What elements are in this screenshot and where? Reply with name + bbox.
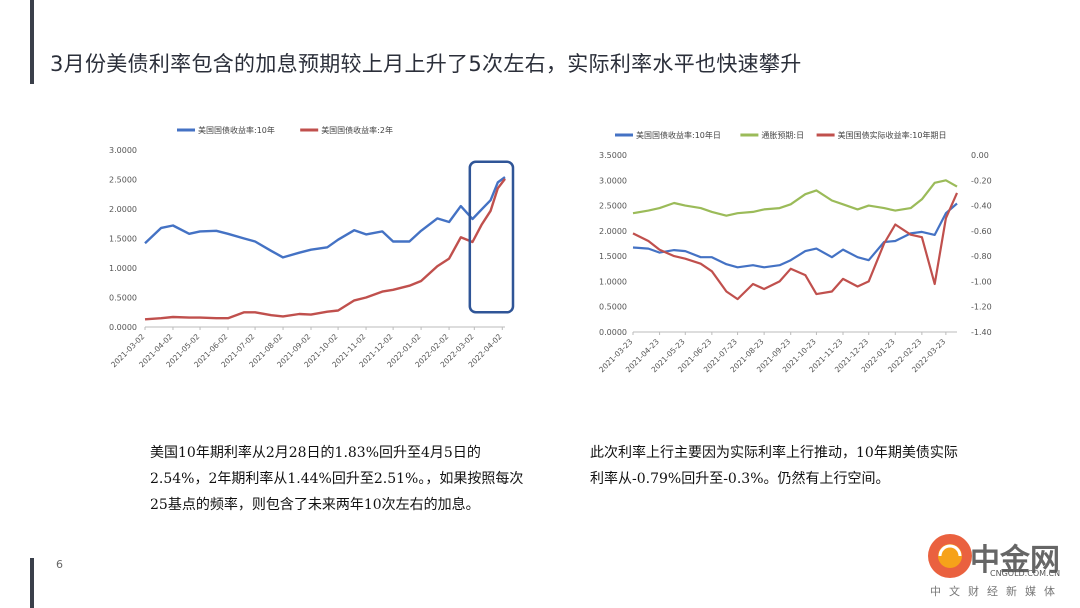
series-line-2	[632, 192, 959, 301]
legend-label-1: 通胀预期:日	[761, 130, 804, 140]
chart1-y-axis: 0.0000 0.5000 1.0000 1.5000 2.0000 2.5000 3.00…	[109, 146, 137, 332]
left-y-tick-label: 3.0000	[599, 176, 627, 185]
chart2-right-y-axis: -1.40 -1.20 -1.00 -0.80 -0.60 -0.40 -0.20 0.00	[971, 151, 992, 337]
chart1-series	[144, 176, 506, 321]
left-y-tick-label: 0.0000	[599, 328, 627, 337]
chart1-annotation	[468, 160, 515, 314]
legend-label-0: 美国国债收益率:10年	[198, 125, 275, 135]
y-tick-label: 2.0000	[109, 205, 137, 214]
left-y-tick-label: 3.5000	[599, 151, 627, 160]
y-tick-label: 3.0000	[109, 146, 137, 155]
watermark-brand: 中金网	[970, 543, 1060, 578]
highlight-box	[468, 160, 515, 314]
chart2-legend: 美国国债收益率:10年日 通胀预期:日 美国国债实际收益率:10年期日	[615, 130, 946, 140]
yield-10y-2y-chart: 美国国债收益率:10年 美国国债收益率:2年 0.0000 0.5000 1.0000…	[109, 125, 515, 369]
y-tick-label: 1.0000	[109, 264, 137, 273]
legend-label-0: 美国国债收益率:10年日	[636, 130, 721, 140]
left-y-tick-label: 1.5000	[599, 252, 627, 261]
y-tick-label: 0.5000	[109, 294, 137, 303]
right-y-tick-label: -0.20	[971, 176, 992, 185]
right-y-tick-label: -0.40	[971, 202, 992, 211]
chart1-legend: 美国国债收益率:10年 美国国债收益率:2年	[177, 125, 393, 135]
chart1-x-axis: 2021-03-022021-04-022021-05-022021-06-02…	[109, 327, 504, 369]
chart2-left-y-axis: 0.0000 0.5000 1.0000 1.5000 2.0000 2.5000 3.00…	[599, 151, 627, 337]
right-y-tick-label: -0.80	[971, 252, 992, 261]
y-tick-label: 2.5000	[109, 176, 137, 185]
right-y-tick-label: 0.00	[971, 151, 989, 160]
right-y-tick-label: -1.00	[971, 277, 992, 286]
series-line-1	[144, 178, 506, 321]
left-commentary: 美国10年期利率从2月28日的1.83%回升至4月5日的2.54%，2年期利率从…	[150, 445, 524, 513]
cngold-logo-icon	[928, 534, 972, 578]
watermark-url: CNGOLD.COM.CN	[990, 569, 1061, 578]
right-y-tick-label: -0.60	[971, 227, 992, 236]
left-y-tick-label: 2.5000	[599, 202, 627, 211]
page-number: 6	[56, 558, 63, 571]
footer-accent-bar	[30, 558, 34, 608]
right-y-tick-label: -1.40	[971, 328, 992, 337]
chart2-x-axis: 2021-03-232021-04-232021-05-232021-06-23…	[597, 331, 957, 374]
left-y-tick-label: 0.5000	[599, 303, 627, 312]
series-line-0	[632, 202, 958, 269]
y-tick-label: 0.0000	[109, 323, 137, 332]
legend-label-2: 美国国债实际收益率:10年期日	[838, 130, 947, 140]
y-tick-label: 1.5000	[109, 235, 137, 244]
title-accent-bar	[30, 0, 34, 84]
series-line-0	[144, 176, 506, 259]
series-line-1	[632, 179, 958, 217]
right-commentary: 此次利率上行主要因为实际利率上行推动，10年期美债实际利率从-0.79%回升至-…	[590, 445, 958, 487]
chart2-series	[632, 179, 959, 301]
real-yield-breakeven-chart: 美国国债收益率:10年日 通胀预期:日 美国国债实际收益率:10年期日 0.0000…	[597, 130, 992, 374]
watermark-subtitle: 中文财经新媒体	[930, 585, 1063, 598]
legend-label-1: 美国国债收益率:2年	[321, 125, 393, 135]
left-y-tick-label: 1.0000	[599, 277, 627, 286]
left-y-tick-label: 2.0000	[599, 227, 627, 236]
right-y-tick-label: -1.20	[971, 303, 992, 312]
slide-title: 3月份美债利率包含的加息预期较上月上升了5次左右，实际利率水平也快速攀升	[50, 52, 802, 76]
